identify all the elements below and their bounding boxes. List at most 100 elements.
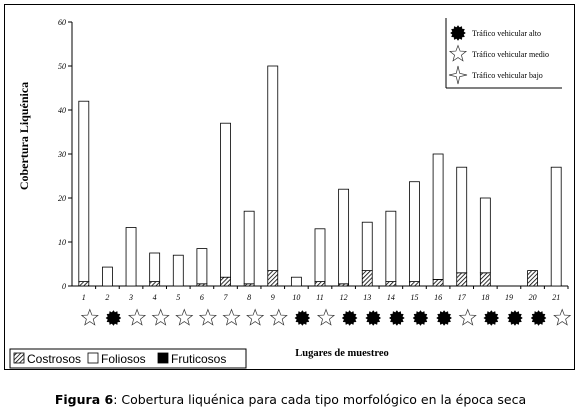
bar-costrosos-14 [385,281,397,287]
bar-foliosos-21 [550,166,562,287]
y-tick-label: 20 [58,194,66,203]
bar-foliosos-4 [149,252,161,283]
traffic-symbol-medio-5 [175,308,194,326]
bar-costrosos-7 [220,276,231,287]
figure-caption: Figura 6: Cobertura liquénica para cada … [0,392,581,407]
traffic-symbol-medio-21 [553,308,572,326]
x-tick-label: 12 [340,293,348,302]
traffic-symbol-medio-11 [316,308,336,326]
bar-costrosos-15 [409,281,420,287]
x-tick-label: 1 [82,293,86,302]
type-legend-label-costrosos: Costrosos [27,352,81,366]
x-tick-label: 2 [105,293,109,302]
bar-costrosos-1 [78,281,90,287]
type-legend-label-foliosos: Foliosos [101,352,146,366]
bar-foliosos-17 [456,166,468,274]
x-tick-label: 19 [505,293,513,302]
traffic-symbol-alto-16 [436,310,453,326]
bar-foliosos-7 [220,122,231,278]
type-legend-swatch-costrosos [13,352,25,364]
traffic-legend-label-medio: Tráfico vehicular medio [472,50,549,59]
y-tick-label: 40 [58,106,66,115]
traffic-symbol-medio-9 [269,308,288,326]
traffic-symbol-medio-3 [128,308,147,326]
bar-foliosos-14 [385,210,397,282]
x-tick-label: 17 [458,293,467,302]
y-tick-label: 10 [58,238,66,247]
y-tick-label: 60 [58,18,66,27]
x-tick-label: 10 [292,293,300,302]
x-tick-label: 6 [200,293,204,302]
x-axis-label: Lugares de muestreo [295,348,389,359]
type-legend-swatch-fruticosos [157,352,169,364]
x-tick-label: 20 [529,293,537,302]
bar-foliosos-16 [432,153,444,280]
traffic-symbol-medio-17 [458,308,477,326]
x-tick-label: 11 [316,293,323,302]
traffic-symbol-alto-18 [483,310,500,326]
bar-foliosos-12 [338,188,350,285]
x-tick-label: 3 [128,293,133,302]
y-tick-label: 30 [57,150,66,159]
traffic-legend-symbol-medio [448,44,468,62]
bar-foliosos-11 [314,228,326,283]
traffic-legend-symbol-bajo [448,65,468,85]
traffic-symbol-alto-15 [412,310,429,326]
traffic-symbol-medio-6 [198,308,217,326]
type-legend-label-fruticosos: Fruticosos [171,352,226,366]
bar-foliosos-3 [125,227,137,287]
bar-costrosos-4 [149,281,161,287]
traffic-symbols [80,308,572,326]
x-tick-label: 16 [434,293,442,302]
bar-foliosos-13 [361,221,373,271]
traffic-symbol-alto-20 [530,310,547,326]
x-tick-label: 7 [224,293,229,302]
type-legend: Costrosos Foliosos Fruticosos [9,348,247,369]
x-tick-label: 21 [552,293,560,302]
x-tick-label: 9 [271,293,275,302]
bar-costrosos-13 [361,270,373,287]
x-tick-label: 15 [410,293,418,302]
traffic-legend-label-bajo: Tráfico vehicular bajo [472,71,543,80]
y-tick-label: 0 [62,282,66,291]
traffic-symbol-alto-2 [105,310,122,326]
type-legend-box [9,348,247,369]
bars [78,65,562,287]
traffic-symbol-alto-10 [294,310,311,326]
bar-costrosos-20 [527,270,538,287]
traffic-symbol-alto-14 [388,310,405,326]
traffic-legend-symbol-alto [450,25,466,41]
caption-text: : Cobertura liquénica para cada tipo mor… [113,392,527,407]
bar-foliosos-8 [243,210,255,285]
bar-foliosos-6 [196,248,208,285]
traffic-symbol-medio-4 [151,308,170,326]
type-legend-swatch-foliosos [87,352,99,364]
y-tick-label: 50 [58,62,66,71]
bar-costrosos-18 [479,272,491,287]
bar-foliosos-2 [102,266,113,287]
x-tick-label: 5 [176,293,180,302]
y-axis-label: Cobertura Liquénica [17,82,31,190]
traffic-legend-label-alto: Tráfico vehicular alto [472,29,541,38]
figure-frame [4,4,575,370]
bar-foliosos-15 [409,181,420,282]
bar-foliosos-10 [290,276,302,287]
traffic-symbol-alto-12 [341,310,358,326]
x-tick-label: 18 [481,293,489,302]
bar-costrosos-11 [314,281,326,287]
traffic-legend: Tráfico vehicular alto Tráfico vehicular … [445,18,562,89]
bar-foliosos-5 [172,254,184,287]
x-tick-label: 4 [153,293,157,302]
caption-label: Figura 6 [54,392,114,407]
traffic-symbol-medio-1 [80,308,99,326]
bar-costrosos-17 [456,272,468,287]
x-tick-label: 14 [387,293,395,302]
bar-foliosos-9 [267,65,279,272]
traffic-symbol-medio-7 [222,308,241,326]
x-tick-label: 13 [363,293,371,302]
traffic-symbol-alto-19 [507,310,523,326]
bar-foliosos-18 [479,197,491,274]
bar-costrosos-16 [432,278,444,287]
